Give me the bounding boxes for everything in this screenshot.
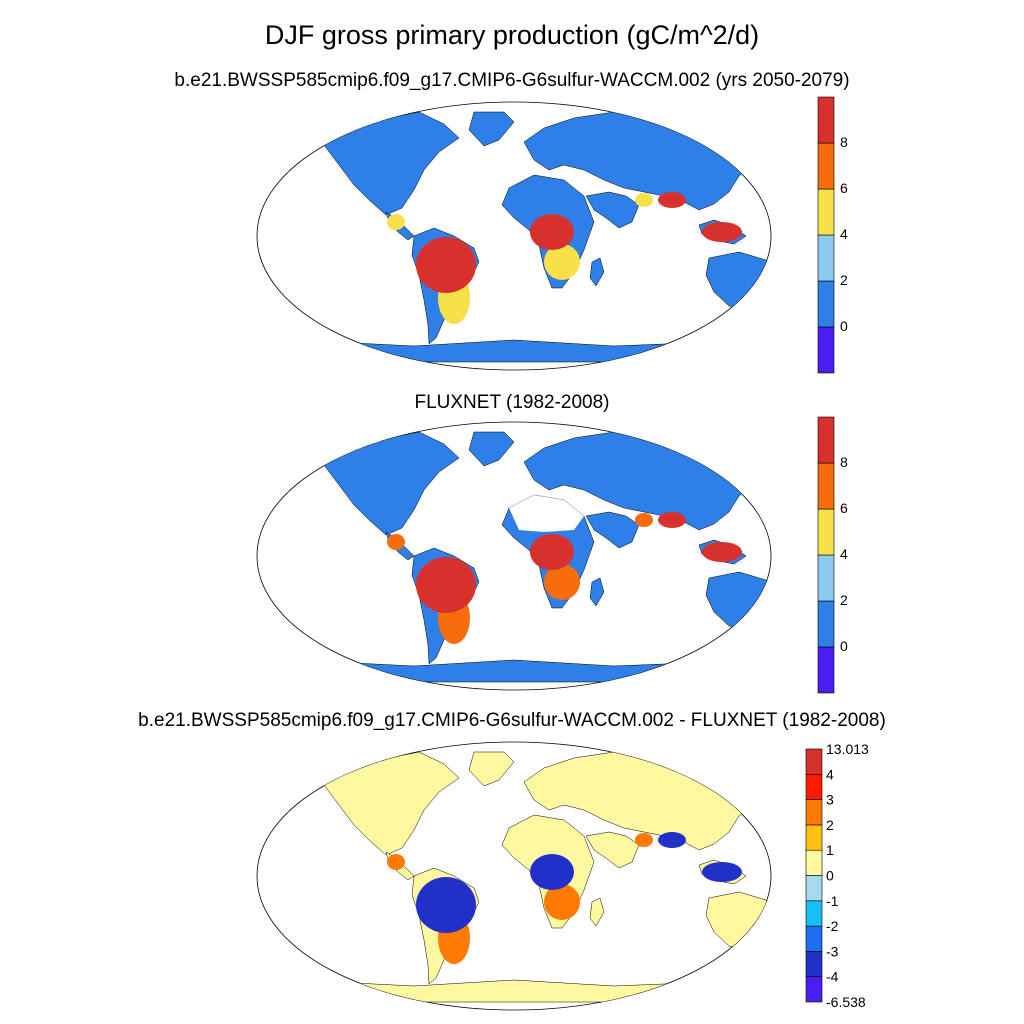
colorbar-swatch [805,951,823,978]
colorbar-swatch [817,462,835,510]
colorbar-swatch [817,280,835,328]
colorbar-swatch [805,824,823,851]
colorbar-swatch [805,799,823,826]
colorbar-tick-label: 8 [840,134,848,150]
panel-2-title: FLUXNET (1982-2008) [414,392,610,413]
colorbar-swatch [805,976,823,1003]
colorbar-tick-label: 0 [840,638,848,654]
panel-1-title: b.e21.BWSSP585cmip6.f09_g17.CMIP6-G6sulf… [174,70,850,91]
colorbar-swatch [817,142,835,190]
colorbar-tick-label: 6 [840,180,848,196]
colorbar-tick-label: -4 [826,969,839,985]
colorbar-tick-label: 2 [826,817,834,833]
colorbar-tick-label: -1 [826,893,839,909]
colorbar-tick-label: 1 [826,842,834,858]
colorbar-swatch [805,925,823,952]
colorbar-swatch [817,600,835,648]
colorbar-swatch [805,748,823,775]
colorbar-swatch [817,554,835,602]
figure-title: DJF gross primary production (gC/m^2/d) [264,20,760,50]
panel-1-map [256,101,772,371]
colorbar-tick-label: 4 [826,766,834,782]
colorbar-tick-label: 4 [840,546,848,562]
colorbar-tick-label: 0 [826,868,834,884]
colorbar-tick-label: 13.013 [826,741,869,757]
missing-data-sahara [509,495,584,532]
panel-2-map [256,421,772,691]
colorbar-tick-label: -6.538 [826,994,866,1010]
colorbar-2: 0 2 4 6 8 [817,416,848,694]
colorbar-tick-label: 6 [840,500,848,516]
colorbar-swatch [817,646,835,694]
colorbar-3: 13.013 4 3 2 1 0 -1 -2 -3 -4 -6.538 [805,741,869,1010]
colorbar-swatch [817,416,835,464]
colorbar-swatch [817,188,835,236]
colorbar-tick-label: -3 [826,943,839,959]
colorbar-tick-label: 2 [840,272,848,288]
colorbar-swatch [817,508,835,556]
colorbar-swatch [805,900,823,927]
colorbar-swatch [817,96,835,144]
colorbar-swatch [817,326,835,374]
colorbar-tick-label: 8 [840,454,848,470]
colorbar-tick-label: -2 [826,918,839,934]
colorbar-swatch [817,234,835,282]
colorbar-swatch [805,849,823,876]
colorbar-tick-label: 4 [840,226,848,242]
colorbar-1: 0 2 4 6 8 [817,96,848,374]
colorbar-tick-label: 3 [826,792,834,808]
panel-3-title: b.e21.BWSSP585cmip6.f09_g17.CMIP6-G6sulf… [138,710,886,731]
colorbar-swatch [805,773,823,800]
colorbar-swatch [805,875,823,902]
colorbar-tick-label: 0 [840,318,848,334]
colorbar-tick-label: 2 [840,592,848,608]
panel-3-map [256,741,772,1011]
